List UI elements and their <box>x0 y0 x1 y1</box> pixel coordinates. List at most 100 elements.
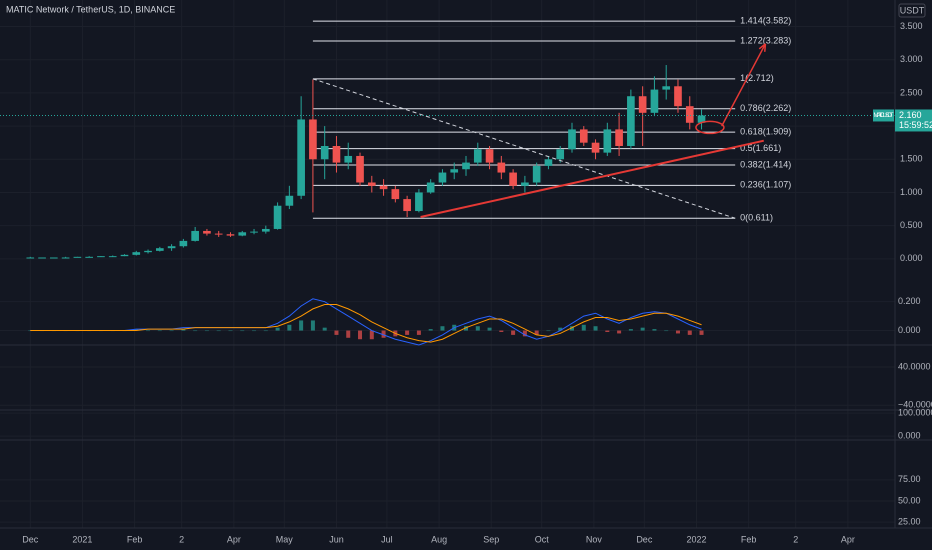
candle-body <box>61 257 70 259</box>
candle-body <box>144 250 152 253</box>
candle-body <box>367 182 376 186</box>
candle-body <box>38 257 46 259</box>
x-tick-label: 2 <box>793 534 798 544</box>
histogram-bar <box>358 330 363 340</box>
histogram-bar <box>193 330 198 332</box>
pane-tick-label: 25.00 <box>898 516 921 526</box>
candle-body <box>179 240 188 247</box>
x-tick-label: Sep <box>483 534 499 544</box>
histogram-bar <box>569 326 574 331</box>
candle-body <box>509 172 517 186</box>
x-tick-label: Jun <box>329 534 344 544</box>
arrow-head <box>758 43 767 52</box>
indicator-line <box>30 298 702 346</box>
currency: USDT <box>900 5 925 15</box>
histogram-bar <box>428 329 433 331</box>
candle-body <box>320 146 329 160</box>
pane-tick-label: 75.00 <box>898 474 921 484</box>
histogram-bar <box>699 330 704 335</box>
histogram-bar <box>146 330 151 332</box>
candle-body <box>485 149 494 163</box>
histogram-bar <box>605 330 610 332</box>
candle-body <box>273 205 282 229</box>
candle-body <box>685 106 694 123</box>
y-tick-label: 1.000 <box>900 187 923 197</box>
histogram-bar <box>405 330 410 335</box>
histogram-bar <box>511 330 516 335</box>
pane-tick-label: 0.000 <box>898 430 921 440</box>
candle-body <box>662 86 671 90</box>
histogram-bar <box>322 327 327 331</box>
x-tick-label: May <box>276 534 294 544</box>
candle-body <box>132 252 141 255</box>
candle-body <box>379 185 388 190</box>
candle-body <box>26 257 35 259</box>
trend-line <box>420 139 764 218</box>
candle-body <box>497 162 506 173</box>
candle-body <box>50 257 58 259</box>
histogram-bar <box>299 320 304 331</box>
pane-tick-label: 100.0000 <box>898 407 932 417</box>
fib-label: 0.5(1.661) <box>740 143 781 153</box>
x-tick-label: Nov <box>586 534 603 544</box>
y-tick-label: 0.000 <box>900 253 923 263</box>
histogram-bar <box>169 330 174 332</box>
fib-label: 0.618(1.909) <box>740 127 791 137</box>
y-tick-label: 3.000 <box>900 54 923 64</box>
fib-label: 1.272(3.283) <box>740 35 791 45</box>
pane-tick-label: 0.200 <box>898 296 921 306</box>
histogram-bar <box>228 330 233 332</box>
candle-body <box>650 89 659 113</box>
x-tick-label: Apr <box>841 534 855 544</box>
x-tick-label: Dec <box>22 534 39 544</box>
candle-body <box>462 162 470 170</box>
histogram-bar <box>240 330 245 332</box>
candle-body <box>544 159 553 166</box>
candle-body <box>391 189 400 200</box>
x-tick-label: Oct <box>535 534 550 544</box>
plot: 1.414(3.582) 1.272(3.283) 1(2.712) 0.786(2.… <box>0 15 895 346</box>
symbol-box <box>873 109 894 122</box>
fib-label: 1.414(3.582) <box>740 15 791 25</box>
histogram-bar <box>464 326 469 331</box>
histogram-bar <box>675 330 680 334</box>
histogram-bar <box>617 330 622 334</box>
histogram-bar <box>181 329 186 331</box>
candle-body <box>591 142 600 153</box>
candle-body <box>191 230 199 241</box>
fib-label: 0(0.611) <box>740 213 773 223</box>
histogram-bar <box>287 324 292 331</box>
histogram-bar <box>558 327 563 331</box>
candle-body <box>415 192 423 212</box>
y-tick-label: 3.500 <box>900 21 923 31</box>
y-tick-label: 2.500 <box>900 87 923 97</box>
pane-tick-label: 0.000 <box>898 325 921 335</box>
candle-body <box>568 129 576 150</box>
histogram-bar <box>440 326 445 331</box>
candle-body <box>521 182 529 186</box>
fib-label: 0.236(1.107) <box>740 180 791 190</box>
currency-box <box>898 3 926 18</box>
histogram-bar <box>593 326 598 331</box>
candle-body <box>73 256 82 258</box>
histogram-bar <box>381 330 386 338</box>
histogram-bar <box>157 330 162 332</box>
x-tick-label: Dec <box>636 534 653 544</box>
candle-body <box>603 129 612 153</box>
arrow-line <box>721 43 767 127</box>
x-tick-label: 2022 <box>686 534 706 544</box>
candle-body <box>473 149 482 163</box>
histogram-bar <box>216 330 221 332</box>
histogram-bar <box>628 329 633 331</box>
candle-body <box>297 119 305 196</box>
histogram-bar <box>687 330 692 335</box>
candle-body <box>226 234 235 236</box>
histogram-bar <box>204 330 209 332</box>
candle-body <box>108 256 117 258</box>
histogram-bar <box>534 330 539 335</box>
highlight-ellipse <box>695 120 725 135</box>
candle-body <box>627 96 635 146</box>
y-tick-label: 1.500 <box>900 154 923 164</box>
x-tick-label: 2 <box>179 534 184 544</box>
